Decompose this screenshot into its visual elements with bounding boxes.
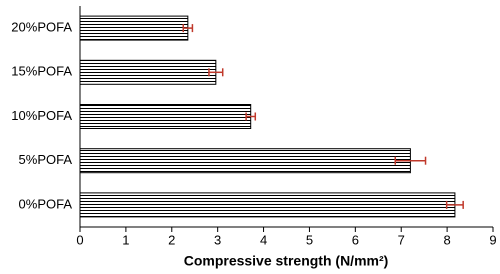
error-bar: [445, 200, 464, 209]
x-tick-label: 0: [76, 232, 83, 247]
bar: [79, 148, 411, 174]
y-tick-label: 15%POFA: [11, 64, 72, 79]
y-tick-label: 20%POFA: [11, 20, 72, 35]
bar: [79, 104, 252, 129]
x-tick-label: 4: [260, 232, 267, 247]
y-tick-label: 5%POFA: [19, 152, 73, 167]
error-bar: [394, 156, 427, 165]
x-axis-label: Compressive strength (N/mm²): [184, 253, 389, 269]
x-tick-label: 7: [398, 232, 405, 247]
bar: [79, 15, 189, 41]
error-bar: [208, 68, 224, 77]
bar: [79, 59, 217, 85]
bar: [79, 192, 456, 218]
x-tick-label: 3: [214, 232, 221, 247]
x-tick-label: 2: [168, 232, 175, 247]
error-bar: [182, 24, 194, 33]
x-tick-label: 9: [489, 232, 496, 247]
y-tick-label: 0%POFA: [19, 196, 73, 211]
x-tick-label: 6: [352, 232, 359, 247]
x-tick-label: 8: [443, 232, 450, 247]
error-bar: [245, 112, 257, 121]
x-tick-label: 5: [306, 232, 313, 247]
y-tick-label: 10%POFA: [11, 108, 72, 123]
x-tick-label: 1: [122, 232, 129, 247]
